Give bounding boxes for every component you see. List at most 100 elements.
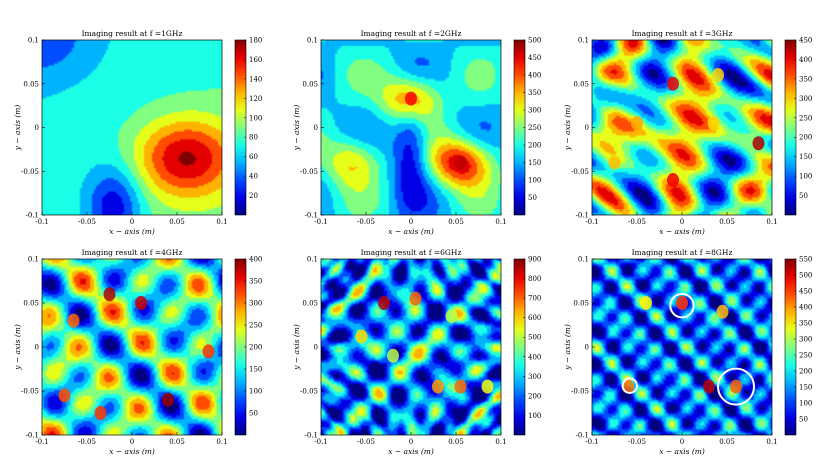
y-tick-label: -0.1 (26, 432, 40, 440)
y-tick-label: -0.05 (21, 388, 39, 396)
target-circle-1 (669, 292, 695, 319)
colorbar (784, 258, 797, 436)
peak-marker-1 (703, 379, 715, 394)
y-tick-label: -0.05 (571, 388, 589, 396)
colorbar-tick-label: 500 (799, 272, 812, 280)
y-tick-label: 0.1 (28, 37, 39, 45)
x-tick-label: 0 (130, 218, 134, 226)
colorbar-tick-label: 20 (249, 192, 258, 200)
colorbar-tick-label: 150 (799, 384, 812, 392)
x-tick-label: 0 (409, 218, 413, 226)
x-tick-label: -0.1 (585, 218, 599, 226)
colorbar-tick-label: 200 (799, 368, 812, 376)
panel-title: Imaging result at f =3GHz (632, 29, 733, 38)
colorbar-tick-label: 100 (249, 388, 262, 396)
colorbar-tick-label: 400 (799, 304, 812, 312)
colorbar-tick-label: 60 (249, 153, 258, 161)
chart-panel-1: -0.1 -0.05 0 0.05 0.1 -0.1 -0.05 0 0.05 0.1 Imagin… (13, 29, 262, 236)
y-tick-label: 0 (35, 344, 39, 352)
y-tick-label: -0.05 (21, 168, 39, 176)
peak-marker-5 (58, 388, 71, 403)
peak-marker-4 (730, 379, 742, 394)
peak-marker-4 (432, 379, 444, 394)
y-tick-label: 0.05 (573, 80, 589, 88)
x-axis-label: x − axis (m) (659, 447, 705, 456)
y-tick-label: 0.1 (28, 256, 39, 264)
peak-marker-1 (667, 76, 679, 91)
colorbar-tick-label: 140 (249, 75, 262, 83)
peak-marker-8 (481, 379, 494, 394)
y-tick-label: 0.1 (307, 37, 318, 45)
colorbar-tick-label: 400 (528, 353, 541, 361)
x-tick-label: -0.05 (628, 438, 646, 446)
colorbar-tick-label: 500 (528, 334, 541, 342)
colorbar-tick-label: 300 (799, 336, 812, 344)
x-tick-label: 0.05 (169, 218, 185, 226)
colorbar-tick-label: 200 (528, 142, 541, 150)
x-axis-label: x − axis (m) (109, 447, 155, 456)
heatmap-image (592, 40, 772, 215)
colorbar-tick-label: 350 (799, 75, 812, 83)
peak-marker-7 (387, 348, 399, 363)
colorbar-tick-label: 200 (528, 392, 541, 400)
colorbar-tick-label: 300 (799, 95, 812, 103)
panel-title: Imaging result at f =1GHz (82, 29, 183, 38)
y-tick-label: -0.05 (300, 388, 318, 396)
panel-title: Imaging result at f =8GHz (632, 248, 733, 257)
x-tick-label: -0.1 (35, 218, 49, 226)
x-tick-label: 0.1 (766, 218, 777, 226)
peak-marker-4 (67, 313, 80, 328)
y-tick-label: -0.05 (300, 168, 318, 176)
colorbar (784, 39, 797, 216)
colorbar-tick-label: 50 (799, 416, 808, 424)
y-axis-label: y − axis (m) (13, 105, 22, 152)
peak-marker-1 (180, 151, 192, 166)
colorbar-tick-label: 900 (528, 256, 541, 264)
x-tick-label: -0.05 (78, 438, 96, 446)
y-tick-label: -0.1 (26, 212, 40, 220)
x-axis-label: x − axis (m) (109, 227, 155, 236)
peak-marker-2 (454, 155, 467, 170)
peak-marker-3 (162, 392, 174, 407)
colorbar-tick-label: 150 (799, 153, 812, 161)
colorbar-tick-label: 700 (528, 295, 541, 303)
x-tick-label: -0.1 (585, 438, 599, 446)
panel-title: Imaging result at f =4GHz (82, 248, 183, 257)
peak-marker-2 (676, 296, 688, 310)
colorbar-tick-label: 250 (249, 322, 262, 330)
colorbar-tick-label: 180 (249, 37, 262, 45)
y-tick-label: -0.05 (571, 168, 589, 176)
x-tick-label: 0.1 (495, 438, 506, 446)
peak-marker-5 (716, 304, 729, 319)
y-tick-label: 0 (35, 124, 39, 132)
colorbar-tick-label: 400 (528, 72, 541, 80)
y-tick-label: 0.05 (23, 300, 39, 308)
x-tick-label: -0.1 (35, 438, 49, 446)
colorbar-tick-label: 350 (799, 320, 812, 328)
colorbar-tick-label: 50 (528, 194, 537, 202)
peak-marker-2 (135, 296, 147, 310)
x-tick-label: 0.1 (495, 218, 506, 226)
colorbar-tick-label: 100 (249, 114, 262, 122)
x-tick-label: -0.1 (314, 438, 328, 446)
colorbar-tick-label: 250 (799, 352, 812, 360)
x-tick-label: 0.1 (766, 438, 777, 446)
colorbar-tick-label: 600 (528, 314, 541, 322)
y-tick-label: -0.1 (576, 212, 590, 220)
y-tick-label: 0.1 (578, 256, 589, 264)
y-tick-label: 0.05 (302, 80, 318, 88)
colorbar-tick-label: 350 (249, 278, 262, 286)
colorbar-tick-label: 200 (799, 134, 812, 142)
colorbar-tick-label: 80 (249, 134, 258, 142)
colorbar (234, 39, 247, 216)
x-tick-label: -0.05 (78, 218, 96, 226)
y-tick-label: -0.1 (305, 432, 319, 440)
panel-title: Imaging result at f =2GHz (361, 29, 462, 38)
x-axis-label: x − axis (m) (388, 227, 434, 236)
colorbar-tick-label: 500 (528, 37, 541, 45)
peak-marker-7 (707, 116, 720, 131)
colorbar-tick-label: 150 (528, 159, 541, 167)
peak-marker-6 (94, 406, 107, 420)
y-tick-label: 0.1 (307, 256, 318, 264)
